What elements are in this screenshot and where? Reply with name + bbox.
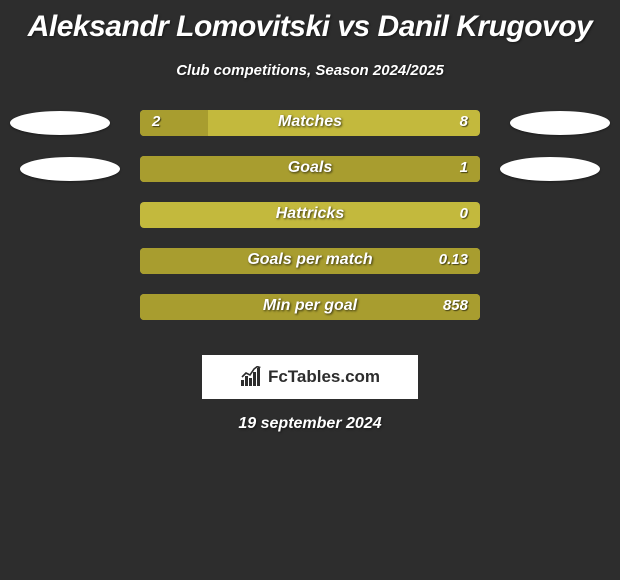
comparison-chart: 28Matches1Goals0Hattricks0.13Goals per m…: [0, 111, 620, 341]
subtitle: Club competitions, Season 2024/2025: [0, 62, 620, 79]
brand-badge[interactable]: FcTables.com: [202, 355, 418, 399]
date-label: 19 september 2024: [0, 415, 620, 433]
player-left-ellipse: [20, 157, 120, 181]
bar-left-segment: [140, 156, 480, 182]
metric-row: 28Matches: [0, 111, 620, 157]
bar-left-segment: [140, 110, 208, 136]
metric-row: 1Goals: [0, 157, 620, 203]
metric-right-value: 8: [460, 113, 468, 130]
metric-right-value: 0: [460, 205, 468, 222]
brand-chart-icon: [240, 366, 264, 388]
player-right-ellipse: [510, 111, 610, 135]
page-title: Aleksandr Lomovitski vs Danil Krugovoy: [0, 0, 620, 44]
bar-left-segment: [140, 294, 480, 320]
metric-right-value: 1: [460, 159, 468, 176]
brand-label: FcTables.com: [268, 367, 380, 387]
metric-row: 858Min per goal: [0, 295, 620, 341]
metric-bar: 0Hattricks: [140, 202, 480, 228]
metric-bar: 1Goals: [140, 156, 480, 182]
metric-row: 0.13Goals per match: [0, 249, 620, 295]
metric-right-value: 858: [443, 297, 468, 314]
bar-left-segment: [140, 248, 480, 274]
metric-left-value: 2: [152, 113, 160, 130]
metric-right-value: 0.13: [439, 251, 468, 268]
metric-row: 0Hattricks: [0, 203, 620, 249]
metric-bar: 28Matches: [140, 110, 480, 136]
metric-bar: 0.13Goals per match: [140, 248, 480, 274]
bar-right-segment: [140, 202, 480, 228]
player-right-ellipse: [500, 157, 600, 181]
player-left-ellipse: [10, 111, 110, 135]
metric-bar: 858Min per goal: [140, 294, 480, 320]
